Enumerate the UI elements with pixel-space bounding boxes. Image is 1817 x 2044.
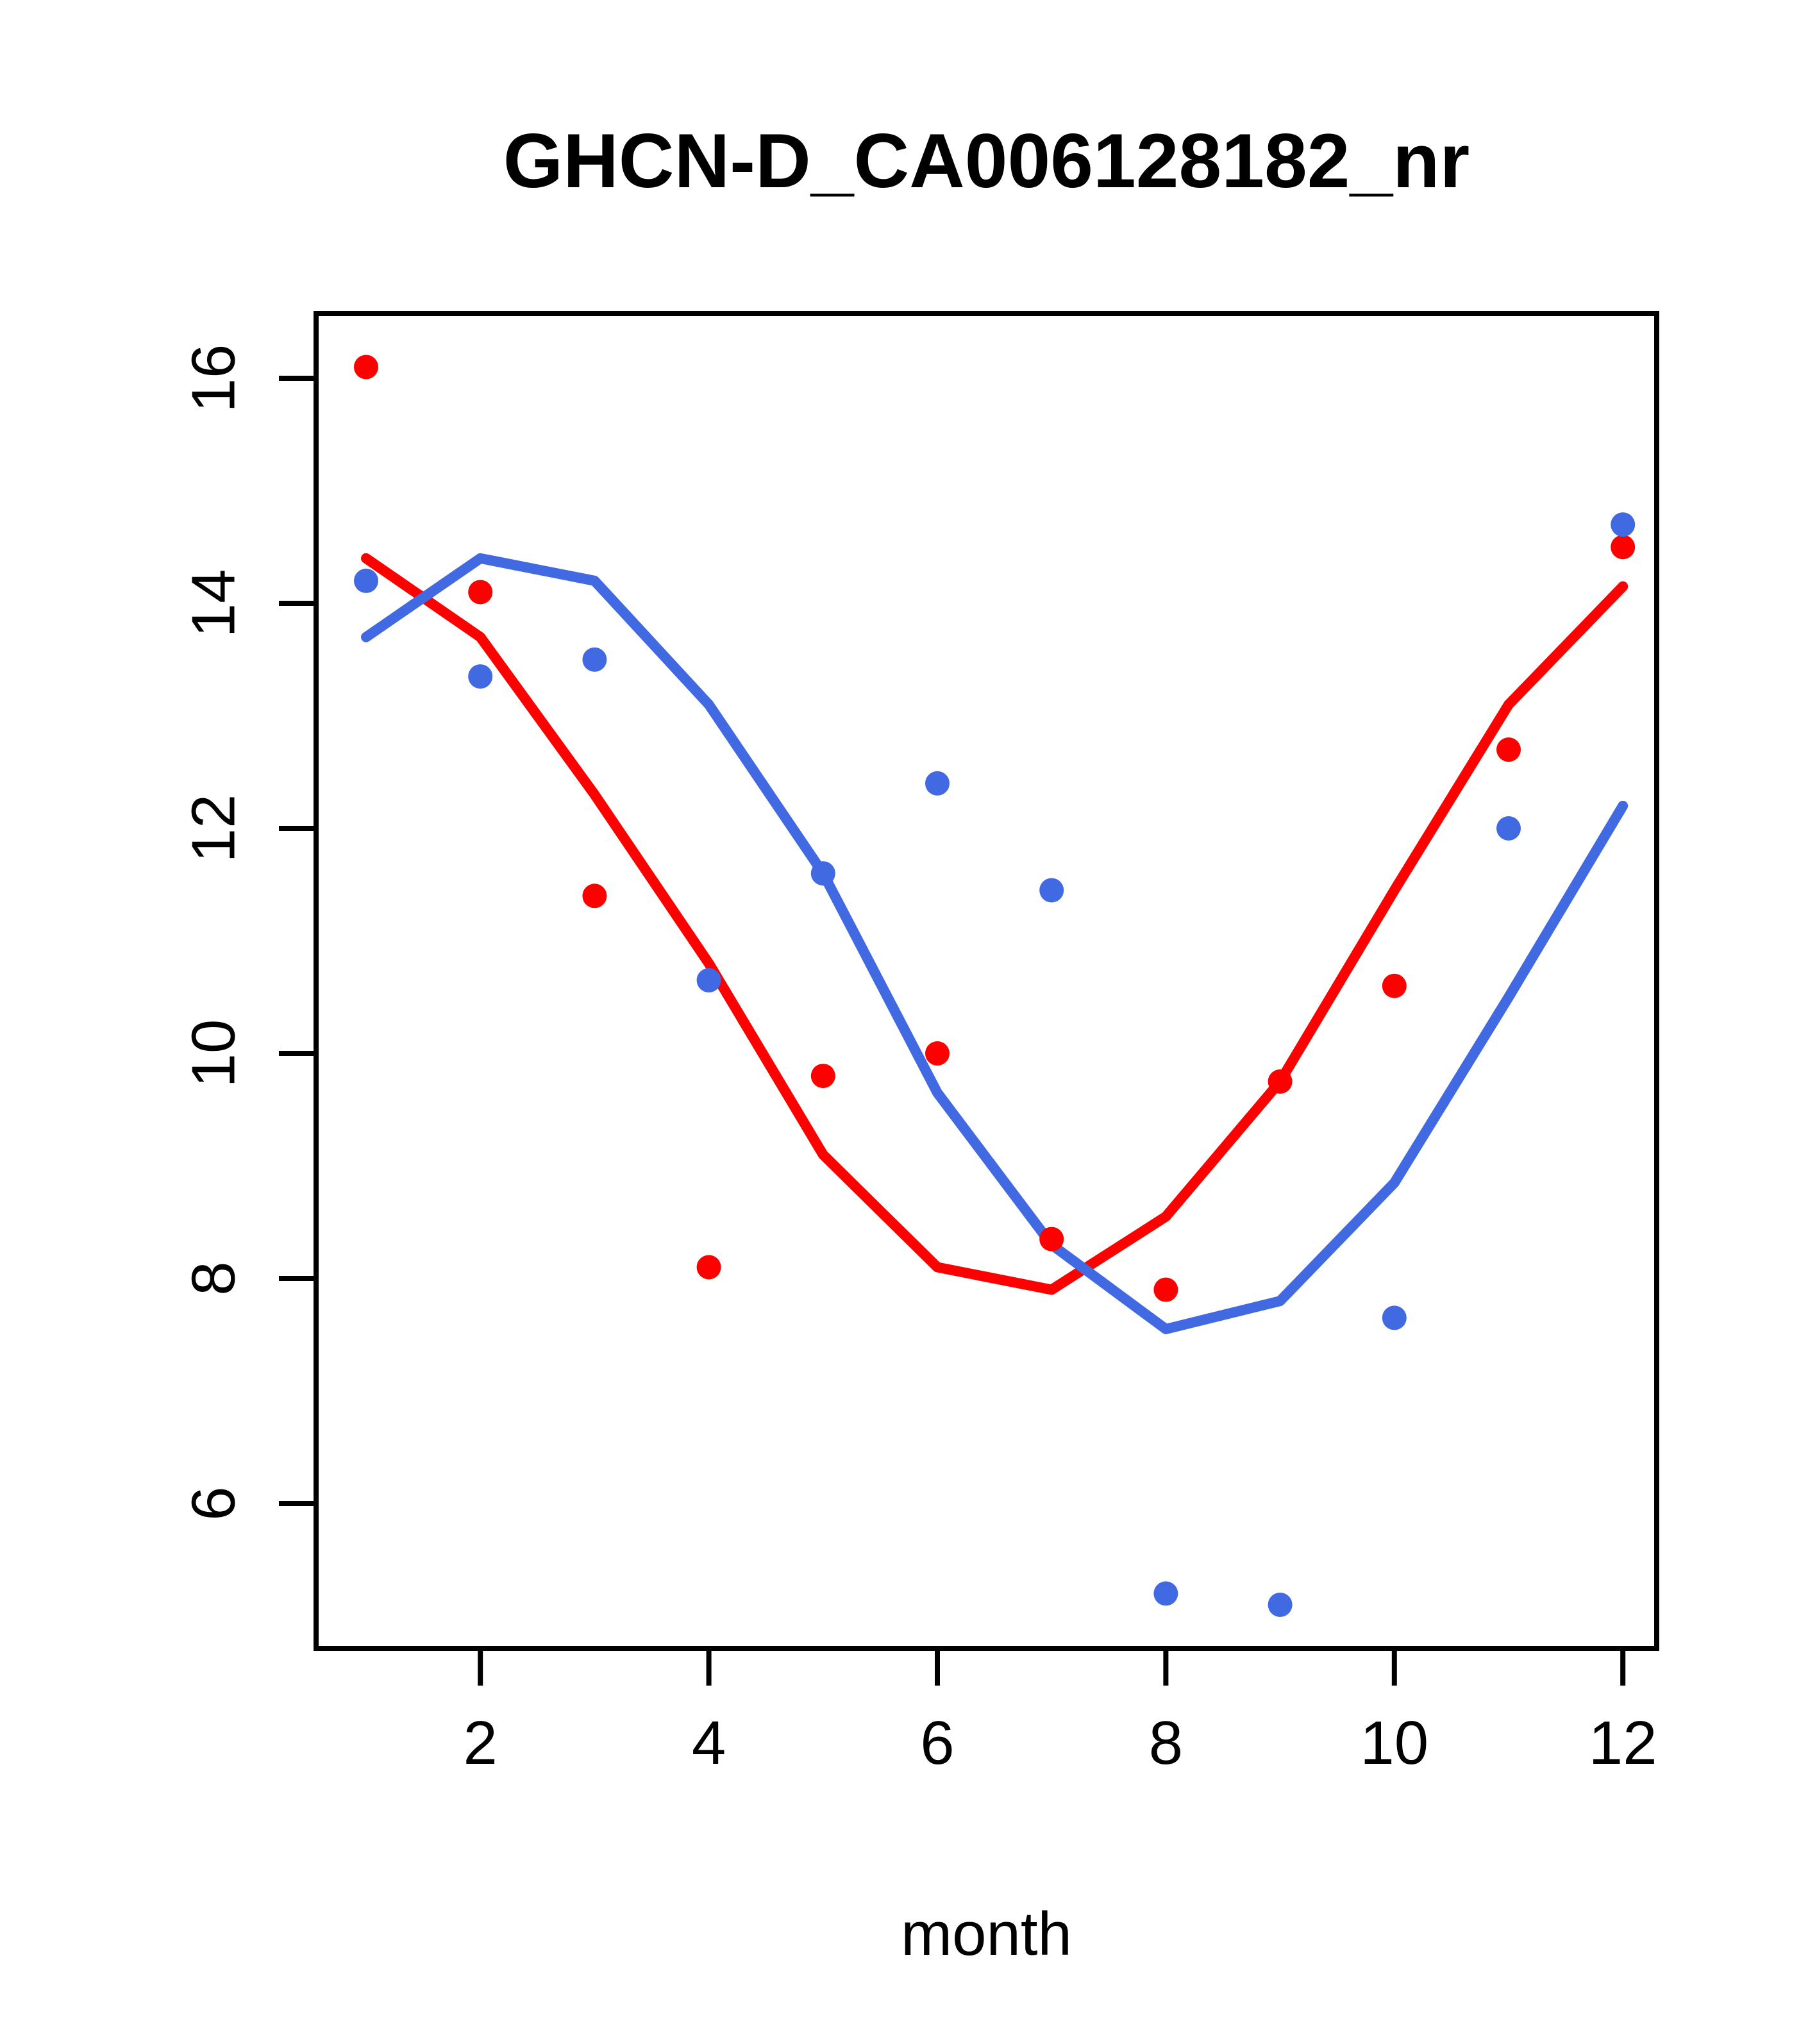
chart-title: GHCN-D_CA006128182_nr	[503, 118, 1470, 204]
x-axis-label: month	[901, 1900, 1072, 1968]
red-point-m12	[1611, 535, 1636, 560]
red-point-m10	[1382, 973, 1407, 998]
red-point-m5	[810, 1064, 835, 1089]
blue-point-m11	[1496, 816, 1521, 841]
x-tick-label: 2	[464, 1709, 498, 1777]
red-point-m7	[1039, 1227, 1064, 1252]
blue-point-m2	[468, 664, 493, 689]
plot-area: 2 4 6 8 10 12 16 14 12 10 8 6	[180, 311, 1659, 1777]
y-tick-label: 6	[180, 1486, 248, 1520]
red-point-m2	[468, 580, 493, 605]
y-tick-label: 14	[180, 569, 248, 638]
red-point-m4	[696, 1255, 721, 1280]
blue-point-m4	[696, 968, 721, 993]
blue-point-m12	[1611, 512, 1636, 537]
plot-box	[314, 311, 1659, 1651]
y-tick-label: 12	[180, 794, 248, 863]
red-point-m3	[582, 884, 607, 909]
x-tick-label: 6	[920, 1709, 954, 1777]
blue-point-m9	[1268, 1592, 1293, 1617]
x-tick-label: 4	[692, 1709, 726, 1777]
red-point-m6	[925, 1041, 950, 1066]
y-tick-label: 8	[180, 1261, 248, 1295]
red-trend-line	[361, 553, 1629, 1295]
red-point-m1	[354, 355, 378, 380]
blue-point-m3	[582, 647, 607, 672]
x-tick-label: 8	[1149, 1709, 1183, 1777]
blue-point-m6	[925, 771, 950, 796]
blue-point-m10	[1382, 1305, 1407, 1330]
blue-point-m7	[1039, 878, 1064, 903]
y-tick-label: 16	[180, 344, 248, 413]
red-point-m11	[1496, 737, 1521, 762]
y-tick-label: 10	[180, 1019, 248, 1088]
x-tick-label: 10	[1360, 1709, 1428, 1777]
blue-point-m5	[810, 861, 835, 886]
red-point-m9	[1268, 1069, 1293, 1094]
blue-point-m1	[354, 568, 378, 593]
blue-point-m8	[1153, 1581, 1178, 1606]
red-point-m8	[1153, 1277, 1178, 1302]
x-tick-label: 12	[1589, 1709, 1657, 1777]
blue-trend-line	[361, 553, 1629, 1334]
